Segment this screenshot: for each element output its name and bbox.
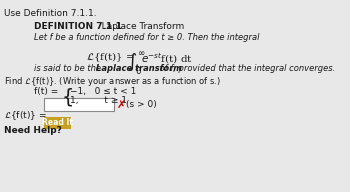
Text: {: { (62, 88, 74, 107)
Text: is said to be the: is said to be the (34, 64, 104, 73)
Text: f(t) =: f(t) = (34, 87, 62, 96)
Text: DEFINITION 7.1.1: DEFINITION 7.1.1 (34, 22, 122, 31)
Text: $\int_0^{\infty}$: $\int_0^{\infty}$ (127, 51, 147, 78)
Text: (s > 0): (s > 0) (126, 100, 156, 109)
FancyBboxPatch shape (44, 98, 114, 111)
Text: Use Definition 7.1.1.: Use Definition 7.1.1. (4, 9, 97, 18)
Text: Laplace transform: Laplace transform (96, 64, 182, 73)
Text: Read It: Read It (42, 118, 73, 127)
Text: $\mathcal{L}${f(t)} =: $\mathcal{L}${f(t)} = (4, 109, 48, 122)
Text: $\mathcal{L}${f(t)} =: $\mathcal{L}${f(t)} = (86, 51, 136, 65)
Text: ✗: ✗ (117, 100, 126, 110)
Text: Find $\mathcal{L}${f(t)}. (Write your answer as a function of s.): Find $\mathcal{L}${f(t)}. (Write your an… (4, 75, 221, 88)
Text: Let f be a function defined for t ≥ 0. Then the integral: Let f be a function defined for t ≥ 0. T… (34, 33, 260, 42)
Text: −1,   0 ≤ t < 1: −1, 0 ≤ t < 1 (70, 87, 136, 96)
Text: Laplace Transform: Laplace Transform (93, 22, 184, 31)
FancyBboxPatch shape (44, 117, 71, 128)
Text: of f, provided that the integral converges.: of f, provided that the integral converg… (158, 64, 336, 73)
Text: Need Help?: Need Help? (4, 126, 62, 135)
Text: $e^{-st}$f(t) dt: $e^{-st}$f(t) dt (141, 51, 193, 66)
Text: 1,         t ≥ 1: 1, t ≥ 1 (70, 96, 127, 105)
